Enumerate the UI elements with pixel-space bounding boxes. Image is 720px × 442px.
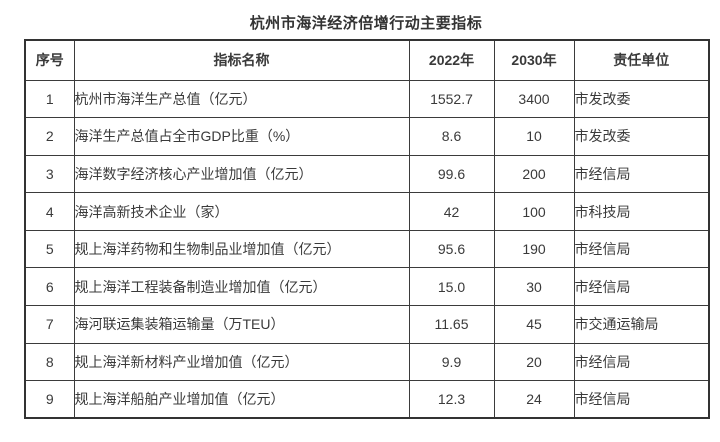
- row-value-2030: 190: [493, 229, 575, 269]
- row-value-2022: 11.65: [408, 305, 495, 344]
- row-value-2030: 45: [493, 305, 575, 344]
- column-header-unit: 责任单位: [573, 39, 710, 81]
- table-row: 5 规上海洋药物和生物制品业增加值（亿元） 95.6 190 市经信局: [24, 229, 710, 269]
- row-value-2030: 10: [493, 117, 575, 156]
- indicators-table: 序号 指标名称 2022年 2030年 责任单位 1 杭州市海洋生产总值（亿元）…: [24, 39, 710, 420]
- row-value-2030: 200: [493, 154, 575, 194]
- row-indicator-name: 规上海洋船舶产业增加值（亿元）: [73, 380, 410, 419]
- row-responsible-unit: 市经信局: [573, 380, 710, 419]
- row-seq: 1: [24, 79, 75, 119]
- row-value-2022: 1552.7: [408, 79, 495, 119]
- row-responsible-unit: 市科技局: [573, 192, 710, 231]
- row-value-2022: 99.6: [408, 154, 495, 194]
- column-header-seq: 序号: [24, 39, 75, 81]
- row-indicator-name: 海洋数字经济核心产业增加值（亿元）: [73, 154, 410, 194]
- row-value-2030: 3400: [493, 79, 575, 119]
- table-header-row: 序号 指标名称 2022年 2030年 责任单位: [24, 39, 710, 81]
- row-indicator-name: 海洋生产总值占全市GDP比重（%）: [73, 117, 410, 156]
- row-responsible-unit: 市发改委: [573, 79, 710, 119]
- row-seq: 6: [24, 267, 75, 307]
- row-indicator-name: 规上海洋工程装备制造业增加值（亿元）: [73, 267, 410, 307]
- row-value-2022: 42: [408, 192, 495, 231]
- column-header-name: 指标名称: [73, 39, 410, 81]
- row-responsible-unit: 市发改委: [573, 117, 710, 156]
- table-row: 2 海洋生产总值占全市GDP比重（%） 8.6 10 市发改委: [24, 117, 710, 156]
- row-value-2022: 95.6: [408, 229, 495, 269]
- row-seq: 9: [24, 380, 75, 419]
- row-seq: 3: [24, 154, 75, 194]
- row-value-2030: 100: [493, 192, 575, 231]
- row-value-2030: 30: [493, 267, 575, 307]
- row-seq: 8: [24, 342, 75, 382]
- column-header-2022: 2022年: [408, 39, 495, 81]
- row-responsible-unit: 市交通运输局: [573, 305, 710, 344]
- row-indicator-name: 杭州市海洋生产总值（亿元）: [73, 79, 410, 119]
- row-seq: 2: [24, 117, 75, 156]
- table-row: 7 海河联运集装箱运输量（万TEU） 11.65 45 市交通运输局: [24, 305, 710, 344]
- table-row: 1 杭州市海洋生产总值（亿元） 1552.7 3400 市发改委: [24, 79, 710, 119]
- row-value-2030: 24: [493, 380, 575, 419]
- page-title: 杭州市海洋经济倍增行动主要指标: [249, 15, 483, 32]
- row-indicator-name: 规上海洋药物和生物制品业增加值（亿元）: [73, 229, 410, 269]
- row-responsible-unit: 市经信局: [573, 154, 710, 194]
- row-indicator-name: 规上海洋新材料产业增加值（亿元）: [73, 342, 410, 382]
- row-responsible-unit: 市经信局: [573, 267, 710, 307]
- table-row: 4 海洋高新技术企业（家） 42 100 市科技局: [24, 192, 710, 231]
- column-header-2030: 2030年: [493, 39, 575, 81]
- row-responsible-unit: 市经信局: [573, 229, 710, 269]
- table-row: 9 规上海洋船舶产业增加值（亿元） 12.3 24 市经信局: [24, 380, 710, 419]
- row-value-2022: 8.6: [408, 117, 495, 156]
- row-value-2022: 9.9: [408, 342, 495, 382]
- row-responsible-unit: 市经信局: [573, 342, 710, 382]
- row-seq: 7: [24, 305, 75, 344]
- table-row: 8 规上海洋新材料产业增加值（亿元） 9.9 20 市经信局: [24, 342, 710, 382]
- row-value-2030: 20: [493, 342, 575, 382]
- row-seq: 5: [24, 229, 75, 269]
- row-indicator-name: 海河联运集装箱运输量（万TEU）: [73, 305, 410, 344]
- table-row: 3 海洋数字经济核心产业增加值（亿元） 99.6 200 市经信局: [24, 154, 710, 194]
- row-value-2022: 15.0: [408, 267, 495, 307]
- row-value-2022: 12.3: [408, 380, 495, 419]
- row-indicator-name: 海洋高新技术企业（家）: [73, 192, 410, 231]
- table-row: 6 规上海洋工程装备制造业增加值（亿元） 15.0 30 市经信局: [24, 267, 710, 307]
- row-seq: 4: [24, 192, 75, 231]
